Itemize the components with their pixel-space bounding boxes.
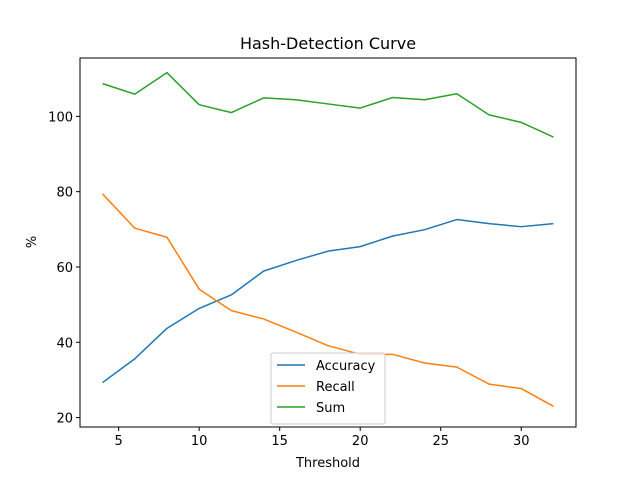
x-tick-label: 10 xyxy=(191,434,208,449)
legend-label-accuracy: Accuracy xyxy=(316,359,376,374)
x-tick-label: 30 xyxy=(513,434,530,449)
legend-label-recall: Recall xyxy=(316,380,355,395)
y-tick-label: 20 xyxy=(56,412,73,427)
y-tick-label: 100 xyxy=(48,110,73,125)
series-line-sum xyxy=(102,71,554,138)
x-tick-label: 20 xyxy=(352,434,369,449)
x-tick-label: 15 xyxy=(271,434,288,449)
y-axis-label: % xyxy=(25,236,40,248)
series-line-recall xyxy=(102,193,554,407)
series-line-accuracy xyxy=(102,218,554,384)
legend: Accuracy Recall Sum xyxy=(270,352,386,425)
y-tick-label: 80 xyxy=(56,186,73,201)
chart-title: Hash-Detection Curve xyxy=(240,34,416,53)
y-tick-label: 40 xyxy=(56,336,73,351)
x-axis-label: Threshold xyxy=(295,456,360,471)
plot-area xyxy=(102,71,554,407)
plot-frame xyxy=(79,57,577,428)
x-tick-label: 5 xyxy=(115,434,123,449)
x-tick-label: 25 xyxy=(432,434,449,449)
y-tick-label: 60 xyxy=(56,261,73,276)
legend-label-sum: Sum xyxy=(316,401,345,416)
